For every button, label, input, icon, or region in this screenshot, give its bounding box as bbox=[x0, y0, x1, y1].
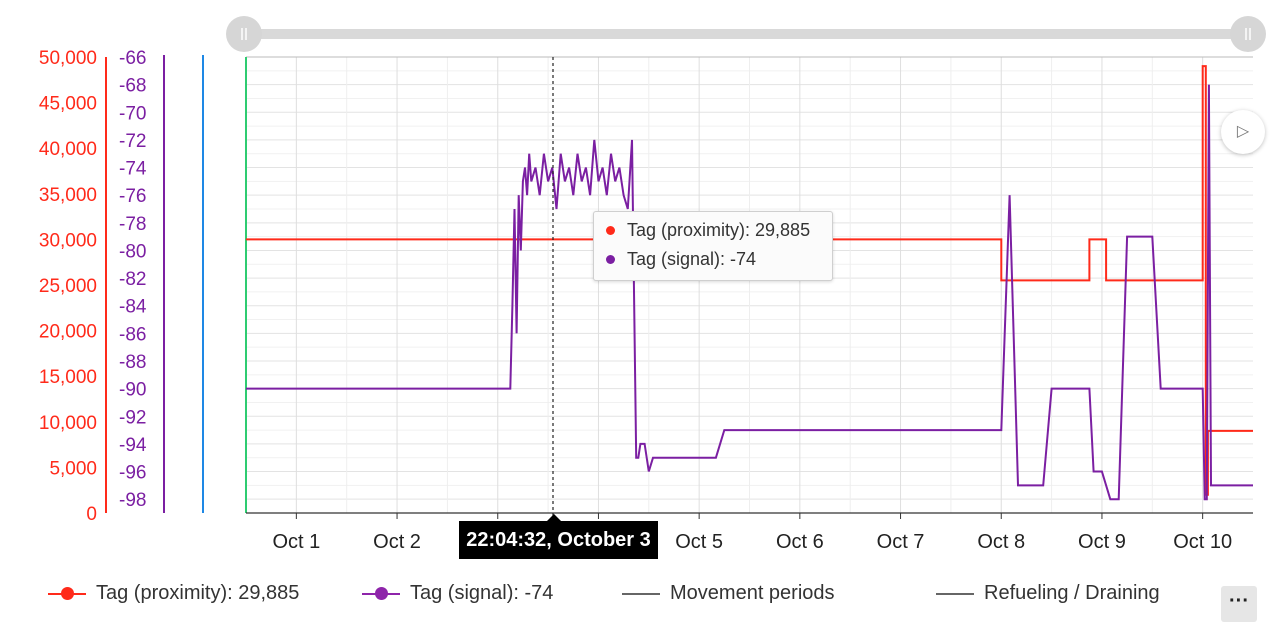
series-line-signal bbox=[246, 84, 1253, 501]
y-tick-label-signal: -84 bbox=[119, 297, 147, 318]
y-tick-label-signal: -74 bbox=[119, 159, 147, 180]
legend-label-proximity: Tag (proximity): 29,885 bbox=[96, 582, 300, 604]
y-tick-label-signal: -90 bbox=[119, 380, 146, 401]
y-tick-label-proximity: 50,000 bbox=[39, 48, 97, 69]
x-tick-label: Oct 7 bbox=[877, 531, 925, 553]
chevron-right-icon: ▷ bbox=[1236, 123, 1250, 140]
y-tick-label-signal: -86 bbox=[119, 324, 146, 345]
x-tick-label: Oct 9 bbox=[1078, 531, 1126, 553]
y-tick-label-signal: -82 bbox=[119, 269, 146, 290]
y-tick-label-proximity: 45,000 bbox=[39, 94, 97, 115]
x-tick-label: Oct 1 bbox=[272, 531, 320, 553]
y-tick-label-signal: -68 bbox=[119, 76, 146, 97]
y-tick-label-signal: -80 bbox=[119, 241, 146, 262]
y-tick-label-signal: -94 bbox=[119, 435, 147, 456]
y-tick-label-proximity: 20,000 bbox=[39, 322, 97, 343]
x-tick-label: Oct 10 bbox=[1173, 531, 1232, 553]
y-tick-label-signal: -78 bbox=[119, 214, 146, 235]
y-tick-label-proximity: 0 bbox=[86, 504, 97, 525]
legend-item-movement[interactable]: Movement periods bbox=[622, 582, 835, 605]
y-tick-label-signal: -98 bbox=[119, 490, 146, 511]
legend-item-refueling[interactable]: Refueling / Draining bbox=[936, 582, 1160, 605]
tooltip-row-signal: Tag (signal): -74 bbox=[606, 249, 756, 270]
y-tick-label-proximity: 15,000 bbox=[39, 367, 97, 388]
y-tick-label-signal: -72 bbox=[119, 131, 146, 152]
y-tick-label-proximity: 5,000 bbox=[49, 458, 97, 479]
navigator-track bbox=[244, 29, 1248, 39]
ellipsis-icon: ··· bbox=[1229, 590, 1249, 612]
scroll-right-button[interactable]: ▷ bbox=[1221, 110, 1265, 154]
legend-marker-movement bbox=[622, 592, 660, 595]
chart-canvas: 0 5,000 10,000 15,000 20,000 25,000 30,000 35,0… bbox=[39, 16, 1266, 553]
y-tick-label-signal: -70 bbox=[119, 103, 146, 124]
legend-label-signal: Tag (signal): -74 bbox=[410, 582, 554, 604]
legend-label-movement: Movement periods bbox=[670, 582, 835, 604]
legend-marker-refueling bbox=[936, 592, 974, 595]
y-tick-label-proximity: 35,000 bbox=[39, 185, 97, 206]
legend-item-proximity[interactable]: Tag (proximity): 29,885 bbox=[48, 582, 299, 605]
x-tick-label: Oct 8 bbox=[977, 531, 1025, 553]
y-tick-label-signal: -66 bbox=[119, 48, 146, 69]
navigator-handle-left bbox=[226, 16, 262, 52]
x-tick-label: Oct 5 bbox=[675, 531, 723, 553]
chart-legend: Tag (proximity): 29,885 Tag (signal): -7… bbox=[0, 576, 1280, 616]
y-tick-label-signal: -92 bbox=[119, 407, 146, 428]
tooltip-dot-signal bbox=[606, 255, 615, 264]
tooltip-dot-proximity bbox=[606, 226, 615, 235]
y-tick-label-proximity: 10,000 bbox=[39, 413, 97, 434]
tooltip-row-proximity: Tag (proximity): 29,885 bbox=[606, 220, 810, 241]
y-tick-label-signal: -76 bbox=[119, 186, 146, 207]
y-tick-label-signal: -88 bbox=[119, 352, 146, 373]
y-tick-label-proximity: 25,000 bbox=[39, 276, 97, 297]
y-tick-label-proximity: 40,000 bbox=[39, 139, 97, 160]
x-tick-label: Oct 2 bbox=[373, 531, 421, 553]
tooltip-text-signal: Tag (signal): -74 bbox=[627, 249, 757, 269]
navigator-handle-right bbox=[1230, 16, 1266, 52]
x-tick-label: Oct 6 bbox=[776, 531, 824, 553]
tooltip-text-proximity: Tag (proximity): 29,885 bbox=[627, 220, 811, 240]
y-tick-label-proximity: 30,000 bbox=[39, 230, 97, 251]
chart-tooltip: Tag (proximity): 29,885 Tag (signal): -7… bbox=[593, 211, 833, 281]
chart-menu-button[interactable]: ··· bbox=[1221, 586, 1257, 622]
legend-marker-proximity bbox=[48, 586, 86, 600]
legend-item-signal[interactable]: Tag (signal): -74 bbox=[362, 582, 553, 605]
crosshair-time-label: 22:04:32, October 3 bbox=[459, 514, 658, 559]
legend-marker-signal bbox=[362, 586, 400, 600]
y-tick-label-signal: -96 bbox=[119, 463, 146, 484]
legend-label-refueling: Refueling / Draining bbox=[984, 582, 1160, 604]
